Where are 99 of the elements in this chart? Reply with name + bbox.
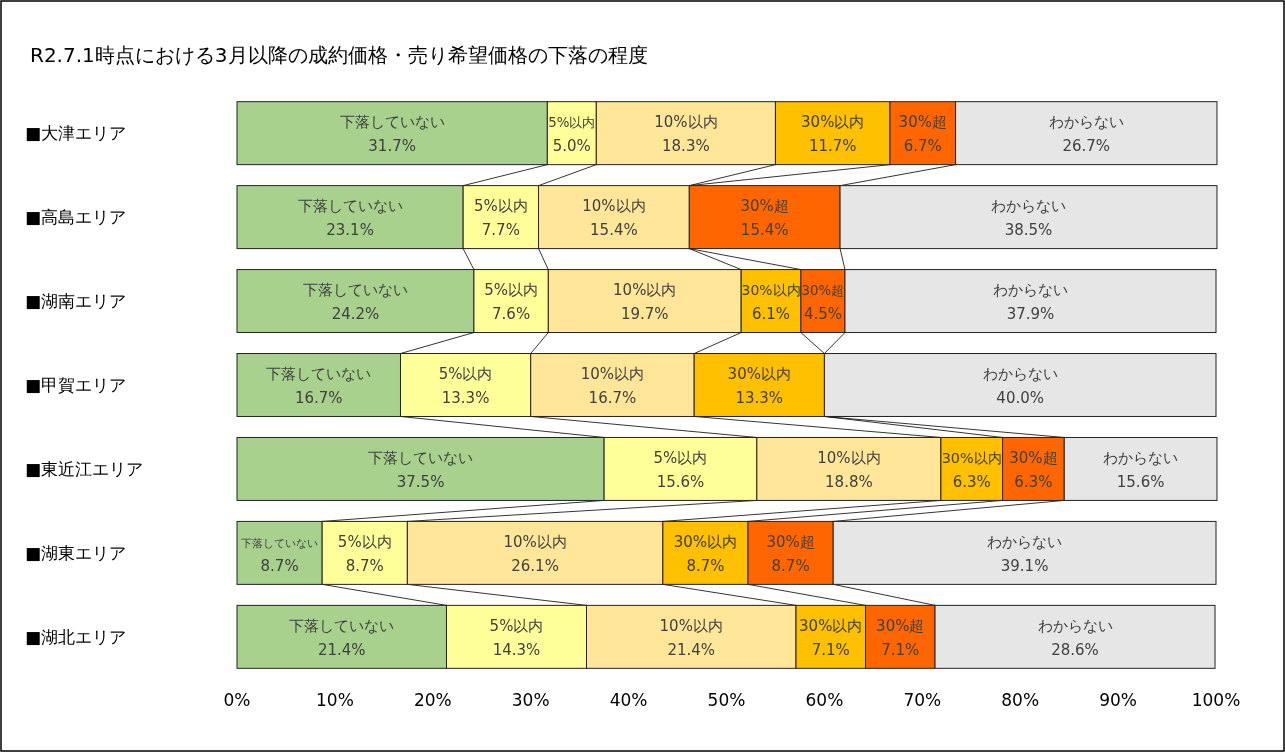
data-label: 7.7%	[481, 221, 520, 240]
text: 10%以内	[503, 532, 567, 551]
text: 下落していない	[302, 281, 408, 300]
y-tick-label: ■湖南エリア	[25, 291, 127, 312]
data-label: 31.7%	[368, 137, 416, 156]
text: 5%以内	[653, 448, 708, 467]
text: 10%以内	[654, 113, 718, 132]
text: 5%以内	[337, 532, 392, 551]
series-label: 30%以内	[741, 282, 801, 299]
data-label: 40.0%	[996, 389, 1045, 407]
text: 30%以内	[673, 532, 738, 551]
data-label: 8.7%	[771, 556, 810, 575]
data-label: 19.7%	[620, 305, 669, 324]
y-tick-label: ■高島エリア	[25, 207, 127, 228]
data-label: 13.3%	[735, 389, 784, 407]
text: わからない	[991, 197, 1067, 216]
text: 30%超	[1009, 448, 1058, 467]
data-label: 8.7%	[686, 556, 725, 575]
data-label: 15.4%	[740, 221, 789, 240]
text: 30%以内	[799, 616, 863, 635]
data-label: 4.5%	[803, 305, 842, 324]
data-label: 6.1%	[751, 305, 791, 324]
data-label: 15.6%	[656, 472, 705, 491]
x-tick-label: 90%	[1099, 690, 1137, 710]
chart-title: R2.7.1時点における3月以降の成約価格・売り希望価格の下落の程度	[30, 43, 648, 67]
data-label: 11.7%	[808, 137, 857, 156]
series-label: 30%超	[801, 283, 845, 299]
text: わからない	[992, 281, 1068, 300]
text: 下落していない	[297, 197, 403, 216]
data-label: 21.4%	[667, 640, 716, 659]
data-label: 39.1%	[1000, 556, 1049, 575]
text: わからない	[1048, 113, 1124, 132]
text: 下落していない	[339, 113, 445, 132]
series-label: 下落していない	[241, 535, 319, 550]
text: わからない	[1037, 616, 1113, 635]
data-label: 7.6%	[492, 305, 531, 324]
y-tick-label: ■湖東エリア	[25, 542, 127, 563]
data-label: 16.7%	[294, 389, 343, 407]
text: 30%超	[740, 197, 789, 216]
text: 下落していない	[368, 448, 474, 467]
x-tick-label: 50%	[707, 690, 746, 710]
series-label: 10%以内	[817, 448, 881, 467]
data-label: 23.1%	[326, 221, 374, 240]
data-label: 6.3%	[952, 472, 991, 491]
text: わからない	[987, 532, 1063, 551]
text: 30%超	[876, 616, 925, 635]
text: 10%以内	[613, 281, 677, 300]
text: 下落していない	[289, 616, 395, 635]
data-label: 38.5%	[1004, 221, 1053, 240]
data-label: 24.2%	[331, 305, 380, 324]
text: 30%超	[898, 113, 947, 132]
x-tick-label: 0%	[223, 690, 251, 710]
text: わからない	[982, 365, 1058, 383]
text: 30%超	[766, 532, 815, 551]
text: 5%以内	[438, 365, 493, 383]
x-tick-label: 60%	[805, 690, 844, 710]
text: 10%以内	[580, 365, 645, 383]
y-tick-label: ■大津エリア	[25, 123, 127, 144]
data-label: 37.5%	[396, 472, 445, 491]
data-label: 8.7%	[260, 556, 299, 575]
data-label: 7.1%	[881, 640, 920, 659]
data-label: 8.7%	[345, 556, 384, 575]
data-label: 13.3%	[441, 389, 490, 407]
text: 30%以内	[727, 365, 791, 383]
data-label: 26.1%	[511, 556, 559, 575]
data-label: 21.4%	[317, 640, 366, 659]
x-tick-label: 10%	[316, 690, 354, 710]
text: 10%以内	[582, 197, 646, 216]
data-label: 26.7%	[1062, 137, 1111, 156]
data-label: 37.9%	[1006, 305, 1055, 324]
text: 10%以内	[659, 616, 723, 635]
y-tick-label: ■甲賀エリア	[25, 375, 127, 395]
data-label: 6.3%	[1014, 472, 1053, 491]
x-tick-label: 70%	[903, 690, 942, 710]
data-label: 18.3%	[662, 137, 710, 156]
data-label: 15.6%	[1116, 472, 1165, 491]
x-tick-label: 40%	[609, 690, 648, 710]
data-label: 16.7%	[588, 389, 637, 407]
x-tick-label: 20%	[413, 690, 452, 710]
y-tick-label: ■湖北エリア	[25, 626, 127, 647]
data-label: 14.3%	[492, 640, 541, 659]
x-tick-label: 30%	[511, 690, 550, 710]
data-label: 5.0%	[552, 137, 591, 156]
data-label: 15.4%	[590, 221, 638, 240]
data-label: 28.6%	[1051, 640, 1099, 659]
x-tick-label: 80%	[1001, 690, 1040, 710]
text: 30%以内	[941, 449, 1002, 466]
x-tick-label: 100%	[1191, 690, 1241, 710]
text: 5%以内	[473, 197, 528, 216]
series-label: わからない	[1103, 448, 1179, 467]
text: 下落していない	[266, 365, 372, 383]
data-label: 7.1%	[811, 640, 850, 659]
text: 30%以内	[801, 113, 865, 132]
series-label: 5%以内	[548, 115, 596, 131]
data-label: 6.7%	[903, 137, 942, 156]
y-tick-label: ■東近江エリア	[25, 458, 144, 479]
data-label: 18.8%	[825, 472, 873, 491]
text: 5%以内	[484, 281, 539, 300]
text: 5%以内	[489, 616, 544, 635]
